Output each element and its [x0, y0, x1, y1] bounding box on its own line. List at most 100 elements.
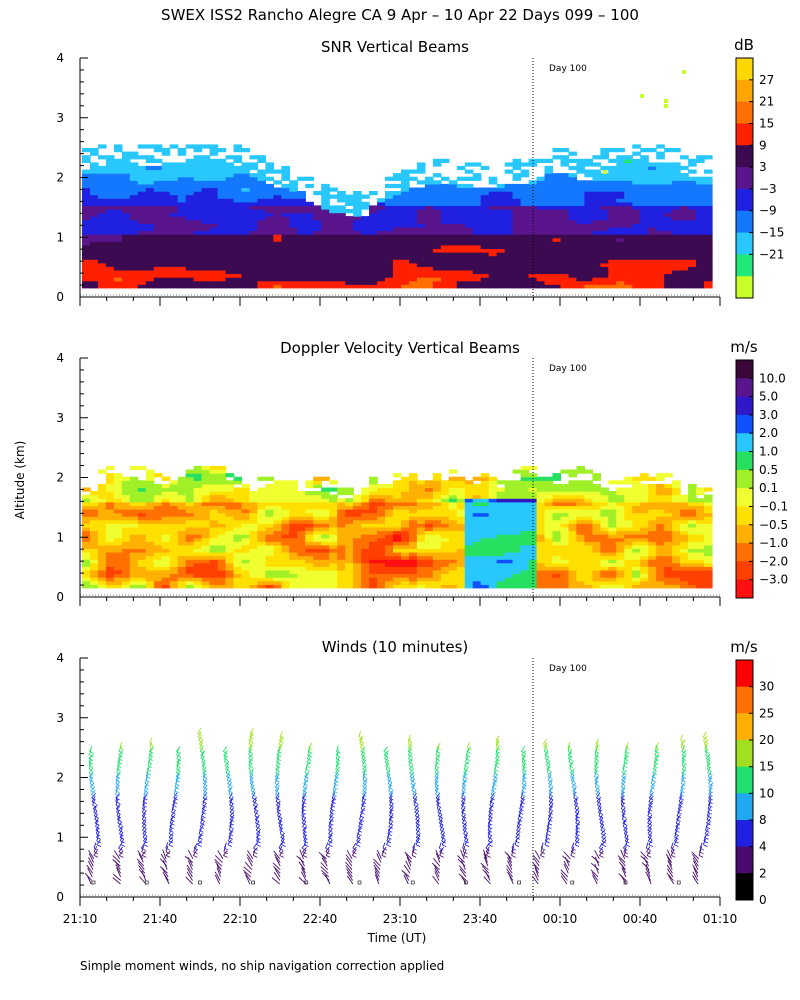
doppler-cell: [369, 526, 378, 532]
doppler-cell: [600, 491, 609, 496]
doppler-cell: [241, 559, 251, 564]
doppler-cell: [201, 573, 211, 578]
snr-cell: [361, 230, 370, 235]
doppler-cell: [568, 494, 578, 499]
snr-cell: [217, 162, 227, 167]
snr-cell: [608, 262, 617, 267]
snr-cell: [161, 241, 171, 246]
doppler-cell: [520, 465, 530, 471]
doppler-cell: [624, 577, 633, 582]
snr-cell: [592, 259, 601, 264]
doppler-cell: [145, 519, 155, 524]
doppler-cell: [90, 577, 99, 582]
snr-cell: [193, 234, 203, 239]
doppler-cell: [504, 562, 514, 567]
snr-cell: [177, 284, 187, 289]
snr-cell: [201, 266, 211, 271]
snr-cell: [90, 255, 99, 260]
doppler-cell: [90, 555, 99, 560]
snr-cell: [297, 198, 306, 203]
snr-cell: [448, 255, 458, 260]
doppler-cell: [313, 519, 322, 524]
doppler-cell: [105, 465, 115, 471]
doppler-cell: [393, 569, 402, 575]
snr-cell: [225, 226, 235, 232]
snr-cell: [201, 273, 211, 278]
snr-cell: [393, 259, 402, 264]
snr-cell: [512, 173, 522, 178]
doppler-cell: [464, 569, 474, 575]
snr-cell: [520, 248, 530, 253]
doppler-cell: [82, 548, 91, 553]
doppler-cell: [113, 573, 123, 578]
snr-cell: [393, 237, 402, 242]
snr-cell: [265, 262, 274, 267]
doppler-cell: [536, 584, 546, 589]
doppler-cell: [193, 573, 203, 578]
doppler-cell: [528, 534, 538, 539]
doppler-cell: [488, 526, 498, 532]
snr-cell: [161, 162, 171, 167]
snr-cell: [369, 280, 378, 285]
doppler-cell: [257, 569, 266, 575]
doppler-cell: [105, 584, 115, 589]
snr-cell: [696, 234, 705, 239]
snr-cell: [233, 241, 243, 246]
doppler-cell: [265, 505, 274, 510]
doppler-cell: [169, 566, 179, 571]
snr-cell: [153, 234, 163, 239]
doppler-cell: [616, 559, 625, 564]
snr-cell: [185, 191, 195, 196]
doppler-cell: [624, 505, 633, 510]
doppler-cell: [576, 573, 585, 578]
doppler-cell: [568, 569, 578, 575]
snr-cell: [504, 226, 514, 232]
snr-cell: [337, 234, 346, 239]
snr-cell: [409, 234, 418, 239]
doppler-cell: [472, 573, 482, 578]
snr-cell: [201, 219, 211, 224]
doppler-cell: [480, 555, 490, 560]
doppler-cell: [177, 559, 187, 564]
doppler-cell: [345, 573, 354, 578]
snr-cell: [616, 148, 625, 153]
doppler-cell: [321, 534, 330, 539]
doppler-cell: [544, 494, 554, 499]
snr-cell: [520, 216, 530, 221]
doppler-cell: [536, 516, 546, 521]
snr-cell: [472, 255, 482, 260]
doppler-cell: [137, 480, 147, 485]
snr-cell: [82, 155, 91, 160]
doppler-cell: [193, 519, 203, 524]
doppler-cell: [584, 562, 593, 567]
snr-cell: [193, 262, 203, 267]
snr-cell: [520, 277, 530, 282]
snr-cell: [464, 191, 474, 196]
doppler-cell: [113, 580, 123, 585]
doppler-cell: [385, 491, 394, 496]
snr-cell: [432, 191, 442, 196]
snr-cell: [688, 223, 697, 228]
snr-cell: [361, 223, 370, 228]
doppler-cell: [456, 526, 466, 532]
snr-cell: [616, 165, 625, 171]
snr-cell: [289, 230, 298, 235]
snr-cell: [137, 176, 147, 181]
snr-cell: [97, 244, 107, 249]
doppler-cell: [305, 516, 314, 521]
doppler-cell: [568, 526, 578, 532]
snr-cell: [145, 169, 155, 174]
snr-cell: [105, 212, 115, 217]
doppler-cell: [616, 577, 625, 582]
snr-cell: [552, 241, 562, 246]
snr-cell: [480, 191, 490, 196]
snr-cell: [353, 259, 362, 264]
snr-cell: [233, 277, 243, 282]
doppler-cell: [664, 494, 673, 499]
doppler-cell: [369, 476, 378, 481]
doppler-cell: [153, 544, 163, 549]
snr-cell: [456, 269, 466, 275]
doppler-cell: [512, 501, 522, 506]
snr-cell: [129, 234, 139, 239]
snr-cell: [305, 277, 314, 282]
